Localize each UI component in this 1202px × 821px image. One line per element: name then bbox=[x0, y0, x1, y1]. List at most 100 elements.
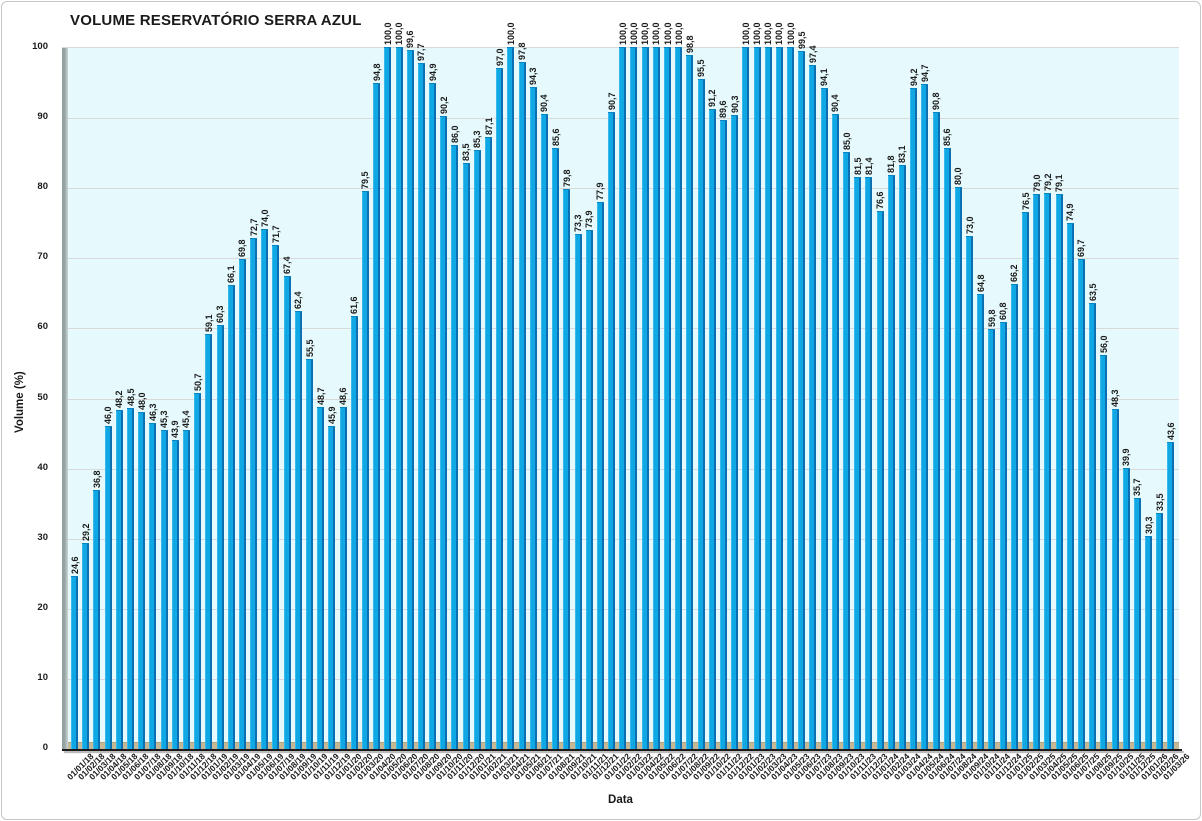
bar-value-label: 90,7 bbox=[606, 92, 617, 111]
bar-value-label: 91,2 bbox=[707, 89, 718, 107]
bar-value-label: 56,0 bbox=[1098, 335, 1109, 354]
bar-value-label: 72,7 bbox=[248, 218, 259, 237]
bar bbox=[921, 84, 929, 749]
bar-value-label: 80,0 bbox=[953, 167, 964, 186]
bar-slot: 76,6 01/01/24 bbox=[870, 48, 900, 782]
bar-value-label: 83,1 bbox=[897, 145, 908, 164]
bar-value-label: 48,6 bbox=[338, 387, 349, 406]
bar bbox=[887, 174, 895, 749]
bar-slot: 79,8 01/09/21 bbox=[557, 48, 587, 782]
bar-value-label: 45,4 bbox=[181, 410, 192, 428]
bar bbox=[831, 114, 839, 749]
bar bbox=[238, 258, 246, 749]
bar-slot: 79,2 01/04/25 bbox=[1038, 48, 1068, 781]
y-tick-label: 20 bbox=[37, 601, 48, 613]
bar-slot: 76,5 01/02/25 bbox=[1015, 48, 1045, 782]
bar bbox=[194, 392, 202, 749]
bar bbox=[1066, 222, 1074, 749]
bar-slot: 74,0 01/06/19 bbox=[255, 48, 285, 782]
bar bbox=[820, 88, 828, 749]
bar-slot: 36,8 01/03/18 bbox=[87, 48, 117, 782]
bar-value-label: 62,4 bbox=[293, 291, 304, 309]
bar bbox=[999, 321, 1007, 749]
bar-value-label: 90,3 bbox=[729, 95, 740, 113]
y-tick-label: 90 bbox=[37, 111, 48, 123]
bar-value-label: 67,4 bbox=[282, 256, 293, 274]
bar bbox=[496, 68, 504, 749]
bar bbox=[552, 147, 560, 749]
bar bbox=[1033, 194, 1041, 749]
bar bbox=[876, 211, 884, 749]
bar-slot: 90,3 01/12/22 bbox=[725, 48, 755, 781]
bar-slot: 39,9 01/11/25 bbox=[1116, 48, 1146, 782]
bar-slot: 89,6 01/11/22 bbox=[714, 48, 744, 781]
bar bbox=[764, 47, 772, 749]
bar-slot: 60,8 01/12/24 bbox=[993, 48, 1023, 781]
bar-slot: 48,7 01/11/19 bbox=[311, 48, 341, 781]
bar bbox=[417, 63, 425, 749]
bar-value-label: 77,9 bbox=[595, 182, 606, 200]
bar-slot: 48,0 01/07/18 bbox=[132, 48, 162, 782]
bar-slot: 90,4 01/09/23 bbox=[825, 48, 855, 782]
bar-slot: 81,8 01/02/24 bbox=[881, 48, 911, 782]
bar bbox=[686, 55, 694, 749]
bar-slot: 80,0 01/08/24 bbox=[948, 48, 978, 782]
bar-value-label: 46,0 bbox=[103, 406, 114, 424]
bar-slot: 97,0 01/03/21 bbox=[490, 48, 520, 782]
bar bbox=[250, 238, 258, 749]
bar-slot: 73,9 01/11/21 bbox=[579, 48, 609, 781]
bar-slot: 100,0 01/06/20 bbox=[389, 22, 419, 781]
bar bbox=[361, 190, 369, 749]
bar-slot: 100,0 01/02/23 bbox=[747, 22, 777, 781]
bar bbox=[585, 229, 593, 749]
bar-value-label: 83,5 bbox=[461, 143, 472, 161]
bar-value-label: 94,3 bbox=[528, 67, 539, 85]
bar-value-label: 85,3 bbox=[472, 130, 483, 149]
bar-value-label: 98,8 bbox=[684, 35, 695, 54]
bar bbox=[205, 333, 213, 749]
bar-value-label: 100,0 bbox=[394, 22, 405, 45]
bar-value-label: 79,8 bbox=[561, 169, 572, 187]
x-axis-title: Data bbox=[608, 794, 633, 806]
bar-value-label: 73,9 bbox=[584, 210, 595, 228]
bar-slot: 33,5 01/02/26 bbox=[1150, 48, 1180, 782]
bar bbox=[473, 150, 481, 749]
bar-value-label: 74,9 bbox=[1065, 203, 1076, 221]
bar-slot: 61,6 01/02/20 bbox=[344, 48, 374, 782]
bar-slot: 85,3 01/01/21 bbox=[467, 48, 497, 782]
bar-value-label: 94,1 bbox=[819, 68, 830, 87]
bar-value-label: 45,3 bbox=[159, 410, 170, 429]
bar-value-label: 100,0 bbox=[740, 22, 751, 45]
bar bbox=[518, 62, 526, 749]
bar bbox=[1145, 535, 1153, 749]
bar bbox=[138, 411, 146, 749]
bar-slot: 73,0 01/09/24 bbox=[959, 48, 989, 782]
bar-value-label: 100,0 bbox=[382, 22, 393, 45]
bar-value-label: 66,2 bbox=[1009, 264, 1020, 282]
bar-slot: 30,3 01/01/26 bbox=[1138, 48, 1168, 782]
bar-value-label: 85,6 bbox=[942, 128, 953, 146]
bar-value-label: 100,0 bbox=[651, 22, 662, 45]
bar-slot: 100,0 01/04/23 bbox=[769, 22, 799, 781]
bar bbox=[294, 310, 302, 749]
bar-value-label: 89,6 bbox=[718, 100, 729, 118]
bar-slot: 43,6 01/03/26 bbox=[1161, 48, 1191, 782]
bar-slot: 100,0 01/01/23 bbox=[736, 22, 766, 781]
bar bbox=[854, 176, 862, 749]
bar-slot: 97,7 01/08/20 bbox=[411, 44, 441, 782]
bar-slot: 48,6 01/01/20 bbox=[333, 48, 363, 782]
bar bbox=[485, 137, 493, 749]
bar-value-label: 81,4 bbox=[863, 157, 874, 176]
bar-slot: 90,7 01/01/22 bbox=[601, 48, 631, 782]
bar bbox=[406, 49, 414, 749]
bar bbox=[652, 47, 660, 749]
bar-value-label: 90,8 bbox=[931, 91, 942, 110]
y-tick-label: 60 bbox=[37, 321, 48, 333]
bar-slot: 74,9 01/06/25 bbox=[1060, 48, 1090, 781]
bar-slot: 46,3 01/08/18 bbox=[143, 48, 173, 782]
bar-slot: 86,0 01/11/20 bbox=[445, 48, 475, 782]
bar bbox=[529, 86, 537, 749]
bar bbox=[507, 47, 515, 749]
bar-slot: 77,9 01/12/21 bbox=[590, 48, 620, 781]
y-tick-label: 80 bbox=[37, 181, 48, 193]
